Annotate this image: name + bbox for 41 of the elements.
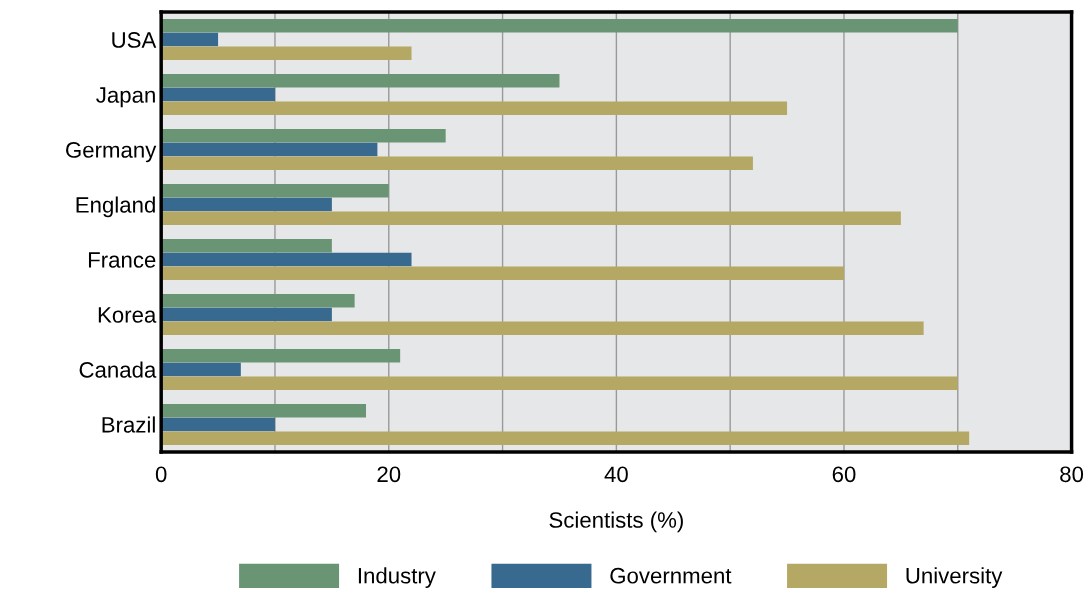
legend-label: Industry	[358, 567, 436, 588]
bar	[161, 403, 367, 418]
y-tick-label: USA	[112, 32, 157, 48]
bar	[161, 184, 389, 198]
bar	[161, 129, 446, 143]
y-tick-label: Korea	[98, 307, 157, 323]
bar	[161, 74, 560, 88]
bar	[161, 321, 924, 335]
bar	[161, 156, 753, 171]
y-tick-label: Japan	[96, 87, 155, 108]
bar	[161, 252, 412, 267]
bar	[161, 417, 275, 432]
bar	[161, 19, 958, 33]
bar	[161, 307, 332, 322]
bar	[161, 266, 844, 280]
bar	[161, 376, 958, 390]
y-tick-label: Canada	[79, 361, 157, 378]
bar	[161, 294, 355, 308]
x-tick-label: 0	[155, 466, 167, 483]
y-tick-label: Brazil	[102, 416, 155, 433]
y-tick-label: England	[76, 196, 155, 218]
bar	[161, 87, 275, 102]
bar	[161, 101, 788, 116]
bar	[161, 211, 901, 226]
bar	[161, 197, 332, 212]
x-tick-label: 20	[377, 466, 401, 483]
legend-label: Government	[610, 567, 732, 584]
x-tick-label: 80	[1060, 466, 1084, 483]
y-tick-label: Germany	[66, 142, 157, 163]
legend-label: University	[906, 567, 1003, 588]
bar	[161, 348, 401, 363]
bar	[161, 431, 970, 445]
bar	[161, 239, 332, 253]
bar	[161, 142, 378, 157]
bar	[161, 362, 241, 377]
x-tick-label: 60	[832, 466, 856, 483]
x-tick-label: 40	[604, 466, 628, 483]
y-tick-label: France	[88, 252, 156, 268]
bar	[161, 32, 219, 47]
bar	[161, 46, 412, 61]
x-axis-title: Scientists (%)	[549, 511, 683, 533]
